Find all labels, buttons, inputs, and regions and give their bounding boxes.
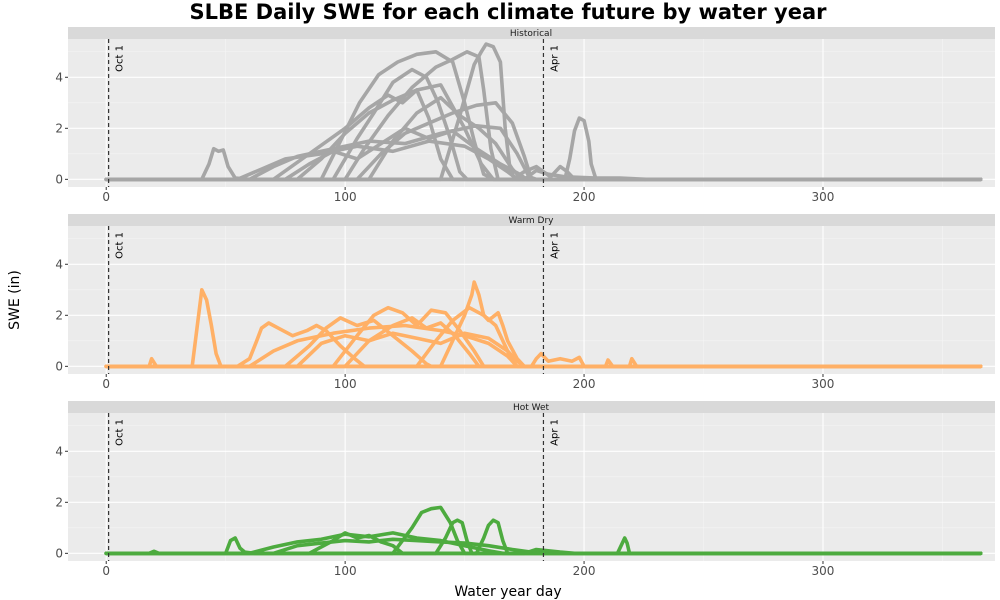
series-line-historical-6 xyxy=(104,124,983,182)
series-hot-wet xyxy=(104,505,983,556)
x-tick-label: 200 xyxy=(573,190,596,204)
panel-warm-dry: Warm Dry Oct 1 Apr 1 0 2 4 0 100 200 300 xyxy=(55,214,995,391)
x-tick-label: 200 xyxy=(573,377,596,391)
x-tick-label: 0 xyxy=(102,377,110,391)
x-tick-label: 0 xyxy=(102,190,110,204)
yticks-warm-dry: 0 2 4 xyxy=(55,257,68,373)
strip-historical xyxy=(68,27,995,39)
series-line-hot-wet-7 xyxy=(104,536,983,556)
vline-label-0: Oct 1 xyxy=(115,419,126,446)
x-tick-label: 300 xyxy=(812,190,835,204)
vlines-hot-wet: Oct 1 Apr 1 xyxy=(108,413,560,561)
x-tick-label: 0 xyxy=(102,564,110,578)
x-tick-label: 200 xyxy=(573,564,596,578)
panel-historical: Historical Oct 1 Apr 1 0 2 4 0 100 200 300 xyxy=(55,27,995,204)
vlines-historical: Oct 1 Apr 1 xyxy=(108,39,560,187)
series-line-hot-wet-4 xyxy=(104,518,983,556)
panel-hot-wet: Hot Wet Oct 1 Apr 1 0 2 4 0 100 200 300 xyxy=(55,401,995,578)
y-tick-label: 0 xyxy=(55,359,63,373)
y-tick-label: 2 xyxy=(55,121,63,135)
vline-label-0: Oct 1 xyxy=(115,45,126,72)
strip-label-warm-dry: Warm Dry xyxy=(509,216,555,226)
y-axis-label: SWE (in) xyxy=(7,270,23,330)
x-tick-label: 300 xyxy=(812,564,835,578)
series-line-historical-11 xyxy=(104,95,983,182)
y-tick-label: 4 xyxy=(55,444,63,458)
vline-label-1: Apr 1 xyxy=(549,419,560,446)
series-line-hot-wet-3 xyxy=(104,505,983,556)
xticks-historical: 0 100 200 300 xyxy=(102,187,834,204)
strip-label-hot-wet: Hot Wet xyxy=(513,403,550,413)
y-tick-label: 2 xyxy=(55,495,63,509)
x-tick-label: 100 xyxy=(334,377,357,391)
y-tick-label: 4 xyxy=(55,257,63,271)
xticks-hot-wet: 0 100 200 300 xyxy=(102,561,834,578)
series-line-historical-13 xyxy=(104,116,983,182)
x-tick-label: 100 xyxy=(334,564,357,578)
series-line-historical-5 xyxy=(104,101,983,182)
yticks-historical: 0 2 4 xyxy=(55,70,68,186)
series-line-warm-dry-9 xyxy=(104,351,983,369)
series-line-warm-dry-0 xyxy=(104,288,983,369)
plot-area-warm-dry xyxy=(68,226,995,374)
chart-title: SLBE Daily SWE for each climate future b… xyxy=(190,0,828,24)
strip-label-historical: Historical xyxy=(510,29,552,39)
strip-hot-wet xyxy=(68,401,995,413)
y-tick-label: 0 xyxy=(55,546,63,560)
y-tick-label: 4 xyxy=(55,70,63,84)
series-line-hot-wet-1 xyxy=(104,531,983,556)
series-line-warm-dry-1 xyxy=(104,321,983,369)
series-line-warm-dry-8 xyxy=(104,316,983,369)
series-historical xyxy=(104,42,983,182)
series-line-warm-dry-6 xyxy=(104,323,983,369)
yticks-hot-wet: 0 2 4 xyxy=(55,444,68,560)
vlines-warm-dry: Oct 1 Apr 1 xyxy=(108,226,560,374)
strip-warm-dry xyxy=(68,214,995,226)
plot-area-historical xyxy=(68,39,995,187)
series-warm-dry xyxy=(104,280,983,369)
xticks-warm-dry: 0 100 200 300 xyxy=(102,374,834,391)
vline-label-1: Apr 1 xyxy=(549,45,560,72)
vline-label-1: Apr 1 xyxy=(549,232,560,259)
series-line-historical-2 xyxy=(104,50,983,182)
x-axis-label: Water year day xyxy=(454,584,561,600)
x-tick-label: 100 xyxy=(334,190,357,204)
series-line-warm-dry-7 xyxy=(104,331,983,369)
x-tick-label: 300 xyxy=(812,377,835,391)
series-line-historical-9 xyxy=(104,139,983,182)
y-tick-label: 2 xyxy=(55,308,63,322)
y-tick-label: 0 xyxy=(55,172,63,186)
plot-area-hot-wet xyxy=(68,413,995,561)
series-line-historical-14 xyxy=(104,168,983,182)
series-line-historical-10 xyxy=(104,67,983,182)
vline-label-0: Oct 1 xyxy=(115,232,126,259)
